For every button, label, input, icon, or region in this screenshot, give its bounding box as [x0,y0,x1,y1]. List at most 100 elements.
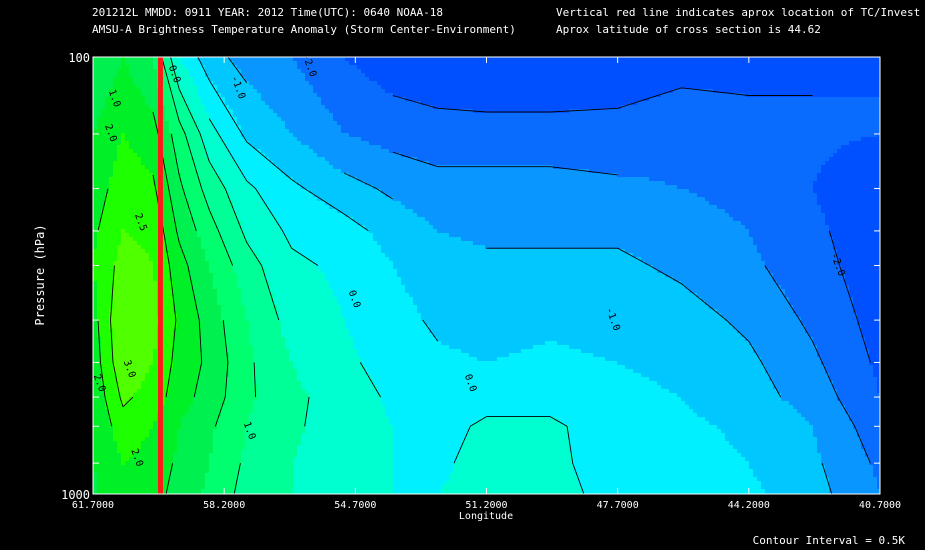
field-cell [841,101,846,106]
field-cell [661,117,666,122]
field-cell [721,101,726,106]
field-cell [621,61,626,66]
field-cell [333,129,338,134]
field-cell [269,73,274,78]
field-cell [589,149,594,154]
field-cell [837,73,842,78]
field-cell [617,133,622,138]
field-cell [605,73,610,78]
field-cell [477,57,482,62]
field-cell [441,133,446,138]
field-cell [701,109,706,114]
field-cell [797,113,802,118]
field-cell [785,89,790,94]
field-cell [829,61,834,66]
field-cell [413,109,418,114]
field-cell [101,65,106,70]
field-cell [409,61,414,66]
field-cell [445,85,450,90]
field-cell [321,69,326,74]
field-cell [269,153,274,158]
field-cell [561,105,566,110]
field-cell [177,117,182,122]
field-cell [769,117,774,122]
field-cell [281,141,286,146]
field-cell [833,101,838,106]
field-cell [309,93,314,98]
field-cell [225,73,230,78]
field-cell [741,129,746,134]
field-cell [301,109,306,114]
field-cell [293,125,298,130]
field-cell [845,61,850,66]
field-cell [149,121,154,126]
field-cell [853,73,858,78]
field-cell [745,97,750,102]
field-cell [533,121,538,126]
field-cell [577,129,582,134]
field-cell [325,105,330,110]
field-cell [801,121,806,126]
field-cell [525,141,530,146]
field-cell [829,109,834,114]
field-cell [577,77,582,82]
field-cell [481,57,486,62]
field-cell [173,113,178,118]
field-cell [577,81,582,86]
field-cell [289,141,294,146]
field-cell [357,89,362,94]
field-cell [525,77,530,82]
field-cell [213,77,218,82]
field-cell [749,133,754,138]
field-cell [209,141,214,146]
field-cell [125,137,130,142]
field-cell [617,129,622,134]
field-cell [521,129,526,134]
field-cell [757,73,762,78]
field-cell [709,101,714,106]
field-cell [161,129,166,134]
field-cell [377,105,382,110]
field-cell [789,101,794,106]
field-cell [481,149,486,154]
field-cell [145,101,150,106]
field-cell [417,145,422,150]
field-cell [613,97,618,102]
field-cell [725,85,730,90]
field-cell [693,73,698,78]
field-cell [261,137,266,142]
field-cell [509,141,514,146]
field-cell [833,141,838,146]
field-cell [345,113,350,118]
field-cell [153,73,158,78]
field-cell [197,137,202,142]
field-cell [869,129,874,134]
field-cell [265,65,270,70]
field-cell [613,117,618,122]
field-cell [109,117,114,122]
field-cell [205,81,210,86]
field-cell [701,89,706,94]
field-cell [285,93,290,98]
field-cell [337,113,342,118]
field-cell [697,101,702,106]
field-cell [349,137,354,142]
field-cell [569,101,574,106]
field-cell [161,73,166,78]
field-cell [553,121,558,126]
field-cell [529,69,534,74]
field-cell [297,77,302,82]
field-cell [209,113,214,118]
field-cell [801,105,806,110]
field-cell [97,81,102,86]
field-cell [125,77,130,82]
field-cell [393,153,398,158]
field-cell [117,77,122,82]
field-cell [821,141,826,146]
field-cell [473,69,478,74]
field-cell [393,145,398,150]
field-cell [649,105,654,110]
field-cell [701,101,706,106]
field-cell [693,105,698,110]
field-cell [125,65,130,70]
